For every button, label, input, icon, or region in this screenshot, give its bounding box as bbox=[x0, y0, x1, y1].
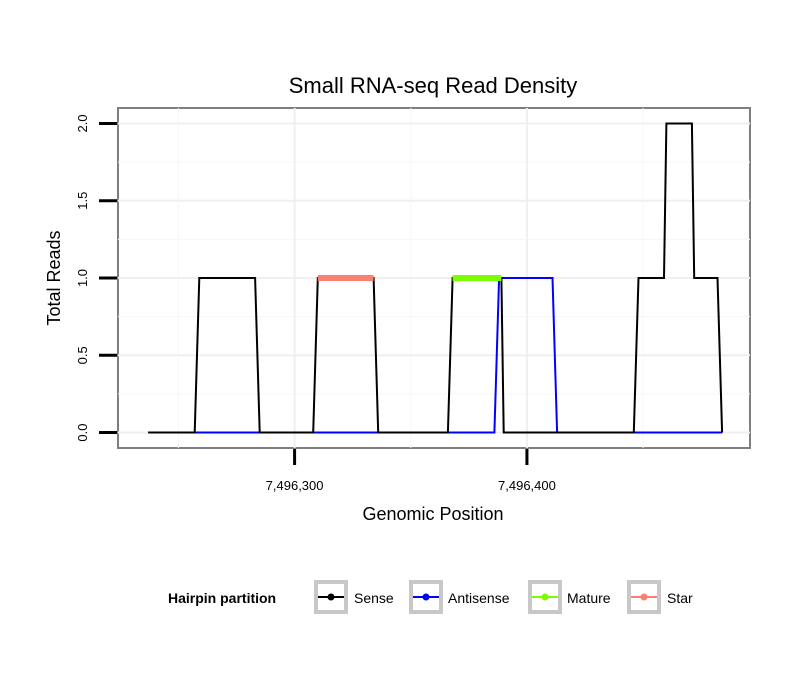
y-axis-title: Total Reads bbox=[44, 230, 64, 325]
legend-item-sense: Sense bbox=[314, 580, 394, 614]
legend-item-star: Star bbox=[627, 580, 693, 614]
legend-label: Mature bbox=[567, 590, 611, 606]
y-tick-label: 1.5 bbox=[75, 192, 90, 210]
legend-key-box bbox=[528, 580, 562, 614]
y-tick-label: 2.0 bbox=[75, 114, 90, 132]
y-tick-label: 0.0 bbox=[75, 424, 90, 442]
y-tick-label: 0.5 bbox=[75, 346, 90, 364]
y-tick-label: 1.0 bbox=[75, 269, 90, 287]
legend: Hairpin partition Sense Antisense Mature St… bbox=[168, 580, 693, 614]
x-axis-title: Genomic Position bbox=[362, 504, 503, 524]
legend-key-dot bbox=[422, 593, 430, 601]
x-tick-label: 7,496,300 bbox=[266, 478, 324, 493]
legend-key-dot bbox=[541, 593, 549, 601]
legend-key-dot bbox=[327, 593, 335, 601]
chart-title: Small RNA-seq Read Density bbox=[289, 73, 578, 98]
legend-key-dot bbox=[640, 593, 648, 601]
legend-title: Hairpin partition bbox=[168, 590, 276, 606]
series-lines bbox=[148, 122, 724, 434]
legend-label: Sense bbox=[354, 590, 394, 606]
x-axis: 7,496,300 7,496,400 bbox=[266, 449, 556, 493]
legend-label: Star bbox=[667, 590, 693, 606]
legend-item-antisense: Antisense bbox=[409, 580, 510, 614]
x-tick-label: 7,496,400 bbox=[498, 478, 556, 493]
legend-item-mature: Mature bbox=[528, 580, 611, 614]
legend-label: Antisense bbox=[448, 590, 510, 606]
y-axis: 0.0 0.5 1.0 1.5 2.0 bbox=[75, 114, 117, 442]
